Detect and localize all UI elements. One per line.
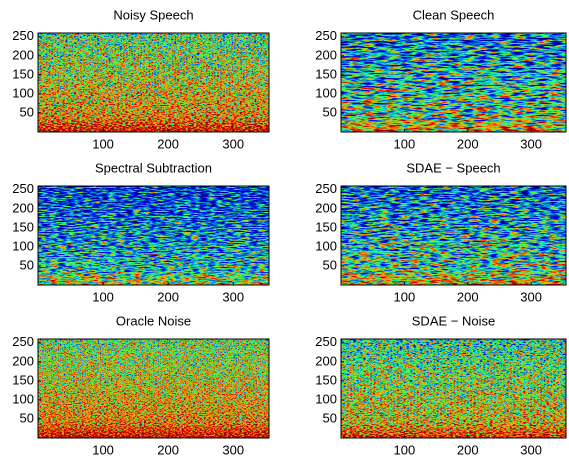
y-tick-label: 200 [12,47,34,62]
axes-frame [37,185,270,286]
x-tick-label: 200 [157,136,179,151]
y-tick-label: 250 [315,28,337,43]
y-tick-label: 50 [20,410,34,425]
y-tick-label: 200 [315,47,337,62]
panel-title: SDAE − Noise [412,313,495,328]
spectrogram-image [38,33,269,132]
y-tick-label: 200 [315,353,337,368]
y-tick-label: 150 [12,219,34,234]
y-tick-label: 250 [315,181,337,196]
spectrogram-image [38,339,269,438]
x-tick-label: 100 [394,442,416,457]
x-tick-label: 200 [157,442,179,457]
x-tick-label: 100 [92,289,114,304]
axes-frame [340,32,567,133]
x-tick-label: 300 [222,289,244,304]
x-tick-label: 200 [457,136,479,151]
y-tick-label: 150 [315,66,337,81]
panel-title: Noisy Speech [113,7,193,22]
panel-title: Spectral Subtraction [95,160,212,175]
y-tick-label: 200 [12,353,34,368]
x-tick-label: 300 [520,136,542,151]
axes-frame [340,338,567,439]
x-tick-label: 300 [520,442,542,457]
y-tick-label: 100 [315,238,337,253]
y-tick-label: 200 [12,200,34,215]
axes-frame [37,338,270,439]
x-tick-label: 100 [92,136,114,151]
y-tick-label: 100 [12,391,34,406]
y-tick-label: 100 [315,391,337,406]
x-tick-label: 100 [394,136,416,151]
y-tick-label: 50 [323,104,337,119]
x-tick-label: 300 [520,289,542,304]
spectrogram-image [341,339,566,438]
panel-title: Oracle Noise [116,313,191,328]
y-tick-label: 200 [315,200,337,215]
x-tick-label: 100 [92,442,114,457]
y-tick-label: 250 [12,28,34,43]
spectrogram-image [38,186,269,285]
y-tick-label: 100 [12,85,34,100]
y-tick-label: 50 [323,410,337,425]
x-tick-label: 200 [457,289,479,304]
y-tick-label: 250 [12,181,34,196]
axes-frame [340,185,567,286]
x-tick-label: 300 [222,136,244,151]
x-tick-label: 100 [394,289,416,304]
axes-frame [37,32,270,133]
y-tick-label: 50 [323,257,337,272]
spectrogram-image [341,186,566,285]
y-tick-label: 150 [315,372,337,387]
y-tick-label: 50 [20,257,34,272]
spectrogram-image [341,33,566,132]
y-tick-label: 150 [12,66,34,81]
y-tick-label: 100 [12,238,34,253]
x-tick-label: 200 [457,442,479,457]
y-tick-label: 150 [12,372,34,387]
x-tick-label: 300 [222,442,244,457]
y-tick-label: 250 [315,334,337,349]
y-tick-label: 50 [20,104,34,119]
panel-title: Clean Speech [413,7,495,22]
y-tick-label: 100 [315,85,337,100]
y-tick-label: 250 [12,334,34,349]
y-tick-label: 150 [315,219,337,234]
x-tick-label: 200 [157,289,179,304]
panel-title: SDAE − Speech [406,160,500,175]
